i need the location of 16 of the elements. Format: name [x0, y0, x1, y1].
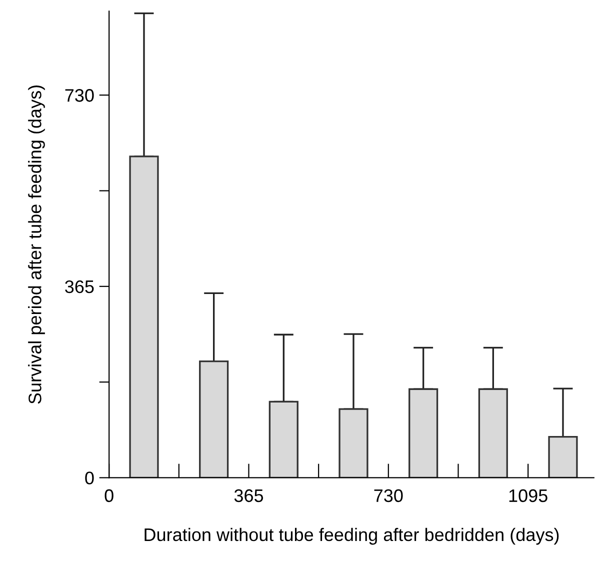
- y-tick-label: 730: [65, 89, 94, 102]
- bar: [548, 436, 578, 478]
- y-tick-label: 0: [85, 472, 94, 484]
- bar: [129, 156, 159, 478]
- x-tick-label: 730: [374, 489, 403, 502]
- bar: [338, 408, 368, 478]
- x-tick-label: 0: [104, 489, 114, 502]
- bar: [199, 360, 229, 478]
- x-axis-title: Duration without tube feeding after bedridden (days): [144, 528, 559, 545]
- bar: [268, 400, 298, 478]
- y-axis-title: Survival period after tube feeding (days): [28, 86, 45, 404]
- bar: [408, 388, 438, 478]
- bar: [478, 388, 508, 478]
- x-tick-label: 1095: [509, 489, 548, 502]
- y-tick-label: 365: [65, 280, 94, 294]
- x-tick-label: 365: [234, 489, 264, 502]
